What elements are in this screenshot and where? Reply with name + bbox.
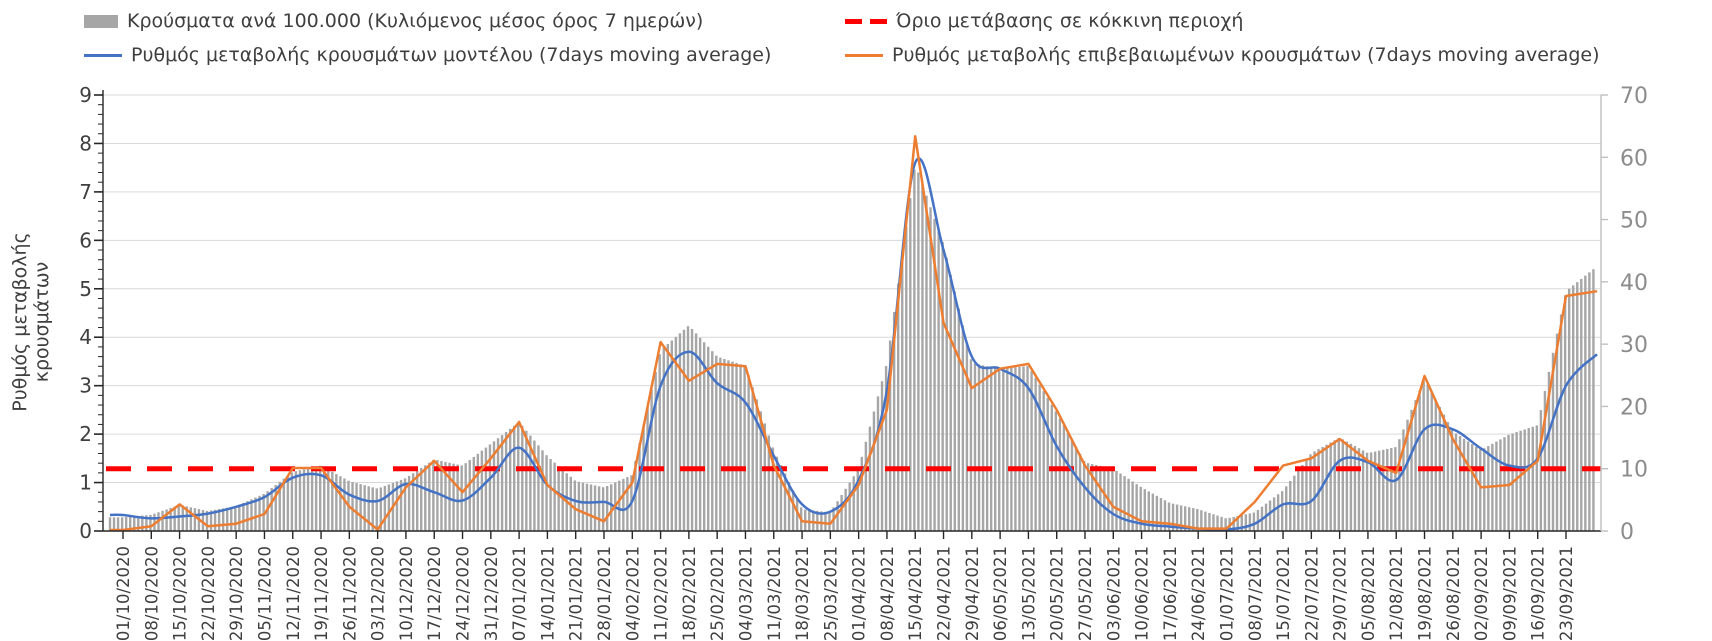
x-axis-date-label: 26/11/2020 xyxy=(340,546,359,641)
x-axis-date-label: 27/05/2021 xyxy=(1076,546,1095,641)
x-axis-date-label: 17/06/2021 xyxy=(1161,546,1180,641)
left-axis-tick-label: 5 xyxy=(79,277,92,301)
x-axis-date-label: 22/10/2020 xyxy=(199,546,218,641)
x-axis-date-label: 11/03/2021 xyxy=(765,546,784,641)
x-axis-date-label: 26/08/2021 xyxy=(1444,546,1463,641)
x-axis-date-label: 28/01/2021 xyxy=(595,546,614,641)
legend-item-red-threshold: Όριο μετάβασης σε κόκκινη περιοχή xyxy=(845,9,1243,33)
orange-line-swatch-icon xyxy=(845,53,883,57)
x-axis-date-label: 08/04/2021 xyxy=(878,546,897,641)
x-axis-date-label: 29/10/2020 xyxy=(227,546,246,641)
confirmed-rate-line xyxy=(110,134,1598,532)
right-axis-tick-label: 60 xyxy=(1620,146,1648,171)
x-axis-date-label: 14/01/2021 xyxy=(538,546,557,641)
red-dashed-line-swatch-icon xyxy=(845,18,887,24)
left-axis-tick-label: 3 xyxy=(79,374,92,398)
x-axis-date-label: 19/08/2021 xyxy=(1416,546,1435,641)
x-axis-date-label: 22/04/2021 xyxy=(935,546,954,641)
x-axis-date-label: 25/03/2021 xyxy=(821,546,840,641)
x-axis-date-label: 05/11/2020 xyxy=(255,546,274,641)
x-axis-date-label: 05/08/2021 xyxy=(1359,546,1378,641)
left-axis-tick-label: 0 xyxy=(79,519,92,543)
x-axis-date-label: 10/12/2020 xyxy=(397,546,416,641)
x-axis-date-label: 25/02/2021 xyxy=(708,546,727,641)
gray-bar-swatch-icon xyxy=(84,14,118,28)
x-axis-date-label: 13/05/2021 xyxy=(1019,546,1038,641)
right-axis-tick-label: 40 xyxy=(1620,271,1648,296)
legend-label-cases-per-100k: Κρούσματα ανά 100.000 (Κυλιόμενος μέσος … xyxy=(127,10,704,32)
x-axis-date-label: 09/09/2021 xyxy=(1500,546,1519,641)
bars-series-cases-per-100k xyxy=(108,169,1595,532)
gridlines xyxy=(103,94,1601,484)
x-axis-date-label: 11/02/2021 xyxy=(652,546,671,641)
x-axis-date-label: 04/03/2021 xyxy=(736,546,755,641)
left-axis-tick-label: 2 xyxy=(79,422,92,446)
x-axis-date-label: 01/10/2020 xyxy=(114,546,133,641)
legend-item-cases-per-100k: Κρούσματα ανά 100.000 (Κυλιόμενος μέσος … xyxy=(84,9,703,33)
x-axis-date-label: 16/09/2021 xyxy=(1529,546,1548,641)
x-axis-date-label: 02/09/2021 xyxy=(1472,546,1491,641)
x-axis-date-label: 03/12/2020 xyxy=(369,546,388,641)
x-axis-date-label: 29/07/2021 xyxy=(1331,546,1350,641)
x-axis-date-label: 29/04/2021 xyxy=(963,546,982,641)
x-axis-date-label: 22/07/2021 xyxy=(1302,546,1321,641)
x-axis-date-label: 04/02/2021 xyxy=(623,546,642,641)
right-axis-tick-label: 20 xyxy=(1620,395,1648,420)
x-axis-date-label: 17/12/2020 xyxy=(425,546,444,641)
x-axis-date-label: 18/03/2021 xyxy=(793,546,812,641)
left-axis-tick-label: 9 xyxy=(79,83,92,107)
x-axis-date-label: 24/06/2021 xyxy=(1189,546,1208,641)
legend-label-confirmed-rate: Ρυθμός μεταβολής επιβεβαιωμένων κρουσμάτ… xyxy=(892,44,1600,66)
legend-label-model-rate: Ρυθμός μεταβολής κρουσμάτων μοντέλου (7d… xyxy=(131,44,772,66)
x-axis-date-label: 20/05/2021 xyxy=(1048,546,1067,641)
legend-item-model-rate: Ρυθμός μεταβολής κρουσμάτων μοντέλου (7d… xyxy=(84,43,771,67)
x-axis-date-label: 08/07/2021 xyxy=(1246,546,1265,641)
x-axis-date-label: 23/09/2021 xyxy=(1557,546,1576,641)
x-axis-date-label: 24/12/2020 xyxy=(454,546,473,641)
right-axis-tick-label: 30 xyxy=(1620,333,1648,358)
left-axis-tick-label: 6 xyxy=(79,228,92,252)
right-axis-tick-label: 70 xyxy=(1620,84,1648,109)
x-axis-date-label: 03/06/2021 xyxy=(1104,546,1123,641)
x-axis-date-label: 15/10/2020 xyxy=(171,546,190,641)
right-axis-tick-label: 50 xyxy=(1620,209,1648,234)
legend-item-confirmed-rate: Ρυθμός μεταβολής επιβεβαιωμένων κρουσμάτ… xyxy=(845,43,1600,67)
x-axis-date-label: 06/05/2021 xyxy=(991,546,1010,641)
axis-tick-labels: 0 1 2 3 4 5 6 7 8 9 0 10 20 30 40 50 60 70 01/10/2020 08/10… xyxy=(79,83,1648,641)
left-axis-tick-label: 4 xyxy=(79,325,92,349)
x-axis-date-label: 07/01/2021 xyxy=(510,546,529,641)
left-axis-tick-label: 7 xyxy=(79,180,92,204)
x-axis-date-label: 10/06/2021 xyxy=(1133,546,1152,641)
x-axis-date-label: 01/07/2021 xyxy=(1217,546,1236,641)
x-axis-date-label: 21/01/2021 xyxy=(567,546,586,641)
x-axis-date-label: 19/11/2020 xyxy=(312,546,331,641)
x-axis-date-label: 15/07/2021 xyxy=(1274,546,1293,641)
x-axis-date-label: 15/04/2021 xyxy=(906,546,925,641)
x-axis-date-label: 01/04/2021 xyxy=(850,546,869,641)
x-axis-date-label: 31/12/2020 xyxy=(482,546,501,641)
left-axis-tick-label: 8 xyxy=(79,131,92,155)
x-axis-date-label: 12/08/2021 xyxy=(1387,546,1406,641)
right-axis-tick-label: 10 xyxy=(1620,458,1648,483)
axes xyxy=(94,90,1608,539)
x-axis-date-label: 18/02/2021 xyxy=(680,546,699,641)
blue-line-swatch-icon xyxy=(84,53,122,57)
x-axis-date-label: 08/10/2020 xyxy=(142,546,161,641)
right-axis-tick-label: 0 xyxy=(1620,520,1634,545)
left-axis-tick-label: 1 xyxy=(79,471,92,495)
legend-label-red-threshold: Όριο μετάβασης σε κόκκινη περιοχή xyxy=(896,10,1244,32)
x-axis-date-label: 12/11/2020 xyxy=(284,546,303,641)
